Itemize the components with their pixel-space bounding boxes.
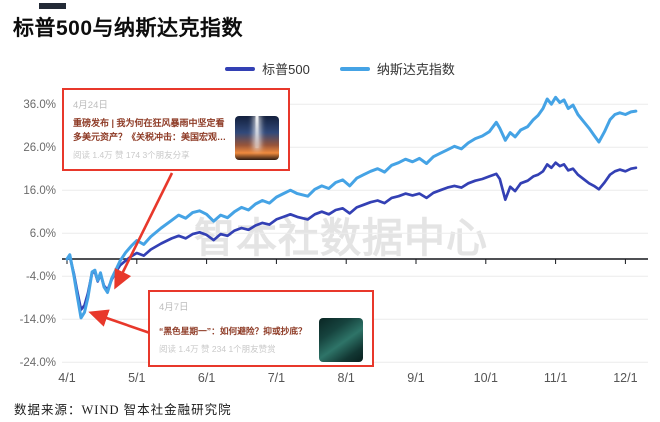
card-article-stats: 阅读 1.4万 赞 174 3个朋友分享 [73, 149, 190, 160]
y-axis-tick-label: -24.0% [20, 357, 56, 369]
y-axis-tick-label: 6.0% [30, 228, 56, 240]
title-accent-bar [39, 3, 66, 9]
chart-legend: 标普500 纳斯达克指数 [60, 59, 620, 78]
legend-label-sp500: 标普500 [262, 62, 310, 77]
x-axis-tick-label: 11/1 [544, 371, 567, 385]
sp500-series-line[interactable] [65, 161, 638, 312]
x-axis-tick-label: 5/1 [128, 371, 145, 385]
y-axis-tick-label: 26.0% [23, 142, 56, 154]
data-source-text: 数据来源：WIND 智本社金融研究院 [14, 403, 232, 417]
page-title: 标普500与纳斯达克指数 [13, 17, 244, 40]
y-axis-tick-label: 36.0% [23, 99, 56, 111]
x-axis-tick-label: 4/1 [58, 371, 75, 385]
annotation-card-april24[interactable]: 4月24日 重磅发布 | 我为何在狂风暴雨中坚定看多美元资产？《关税冲击：美国宏… [62, 88, 290, 171]
sea-thumbnail-image [319, 318, 363, 362]
sp500-line-swatch [225, 66, 256, 71]
nasdaq-series-line[interactable] [65, 95, 638, 320]
nasdaq-line-swatch [339, 66, 370, 71]
x-axis-tick-label: 10/1 [474, 371, 498, 385]
legend-label-nasdaq: 纳斯达克指数 [376, 62, 455, 77]
card-article-stats: 阅读 1.4万 赞 234 1个朋友赞赏 [159, 343, 276, 354]
card-article-title[interactable]: 重磅发布 | 我为何在狂风暴雨中坚定看多美元资产？《关税冲击：美国宏观经济与金.… [73, 118, 227, 143]
annotation-card-april7[interactable]: 4月7日 “黑色星期一”：如何避险？抑或抄底？ 阅读 1.4万 赞 234 1个… [148, 290, 374, 367]
y-axis-tick-label: -14.0% [20, 314, 56, 326]
card-date: 4月24日 [73, 100, 108, 111]
y-axis-tick-label: -4.0% [26, 271, 56, 283]
y-axis-tick-label: 16.0% [23, 185, 56, 197]
card-date: 4月7日 [159, 302, 189, 313]
watermark-text: 智本社数据中心 [194, 215, 488, 261]
annotation-arrow [114, 172, 174, 290]
lightning-thumbnail-image [235, 116, 279, 161]
legend-item-sp500[interactable]: 标普500 [225, 59, 310, 78]
legend-item-nasdaq[interactable]: 纳斯达克指数 [339, 59, 455, 78]
x-axis-tick-label: 12/1 [613, 371, 637, 385]
x-axis-tick-label: 7/1 [268, 371, 285, 385]
card-article-title[interactable]: “黑色星期一”：如何避险？抑或抄底？ [159, 326, 307, 337]
x-axis-tick-label: 9/1 [407, 371, 424, 385]
x-axis-tick-label: 8/1 [338, 371, 355, 385]
annotation-arrow [88, 309, 151, 335]
x-axis-tick-label: 6/1 [198, 371, 215, 385]
